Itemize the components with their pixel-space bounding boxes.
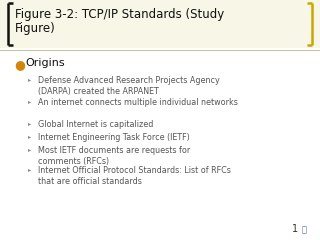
Text: Internet Engineering Task Force (IETF): Internet Engineering Task Force (IETF) [38,133,190,142]
Text: ▸: ▸ [28,121,31,126]
Text: ▸: ▸ [28,77,31,82]
Text: 1: 1 [292,224,298,234]
Text: Most IETF documents are requests for
comments (RFCs): Most IETF documents are requests for com… [38,146,190,166]
Text: Figure 3-2: TCP/IP Standards (Study: Figure 3-2: TCP/IP Standards (Study [15,8,224,21]
Text: Figure): Figure) [15,22,56,35]
Text: Internet Official Protocol Standards: List of RFCs
that are official standards: Internet Official Protocol Standards: Li… [38,166,231,186]
Text: An internet connects multiple individual networks: An internet connects multiple individual… [38,98,238,107]
Text: 🔊: 🔊 [302,225,307,234]
Text: Defense Advanced Research Projects Agency
(DARPA) created the ARPANET: Defense Advanced Research Projects Agenc… [38,76,220,96]
Text: ▸: ▸ [28,167,31,172]
Text: ▸: ▸ [28,99,31,104]
Text: ▸: ▸ [28,134,31,139]
Bar [0,0,320,48]
Text: ▸: ▸ [28,147,31,152]
Text: ●: ● [14,58,25,71]
Text: Origins: Origins [25,58,65,68]
Text: Global Internet is capitalized: Global Internet is capitalized [38,120,153,129]
